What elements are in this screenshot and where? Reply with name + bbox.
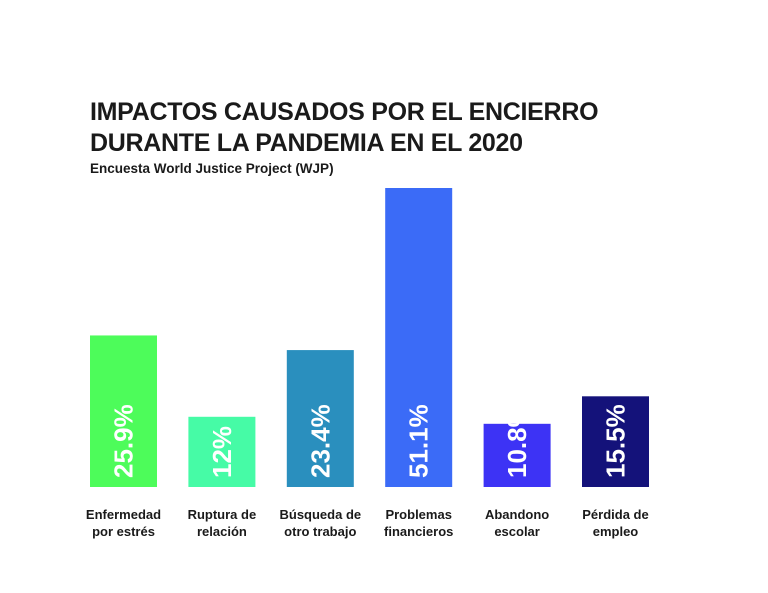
bar-5 <box>582 396 649 487</box>
category-label-0-1: por estrés <box>92 524 155 539</box>
category-label-3-1: financieros <box>384 524 453 539</box>
bar-3 <box>385 188 453 487</box>
category-label-1-0: Ruptura de <box>188 507 257 522</box>
chart-title-line-1: IMPACTOS CAUSADOS POR EL ENCIERRO <box>90 98 599 126</box>
category-label-5-0: Pérdida de <box>582 507 648 522</box>
bar-value-label-4: 10.8% <box>502 404 532 478</box>
chart-subtitle: Encuesta World Justice Project (WJP) <box>90 161 334 176</box>
bar-value-label-0: 25.9% <box>109 404 139 478</box>
chart-title: IMPACTOS CAUSADOS POR EL ENCIERRO DURANT… <box>90 97 650 159</box>
category-label-2-1: otro trabajo <box>284 524 356 539</box>
category-label-4-0: Abandono <box>485 507 549 522</box>
category-label-0-0: Enfermedad <box>86 507 161 522</box>
bar-4 <box>483 423 551 487</box>
category-label-4-1: escolar <box>494 524 540 539</box>
bar-0 <box>90 335 157 487</box>
bar-value-label-2: 23.4% <box>305 404 335 478</box>
chart-title-line-2: DURANTE LA PANDEMIA EN EL 2020 <box>90 129 523 157</box>
category-label-3-0: Problemas <box>385 507 451 522</box>
category-label-1-1: relación <box>197 524 247 539</box>
bar-value-label-3: 51.1% <box>404 404 434 478</box>
bar-2 <box>286 350 354 487</box>
category-label-2-0: Búsqueda de <box>279 507 361 522</box>
bar-1 <box>188 416 256 487</box>
bar-value-label-5: 15.5% <box>601 404 631 478</box>
category-label-5-1: empleo <box>593 524 639 539</box>
bar-value-label-1: 12% <box>207 426 237 478</box>
